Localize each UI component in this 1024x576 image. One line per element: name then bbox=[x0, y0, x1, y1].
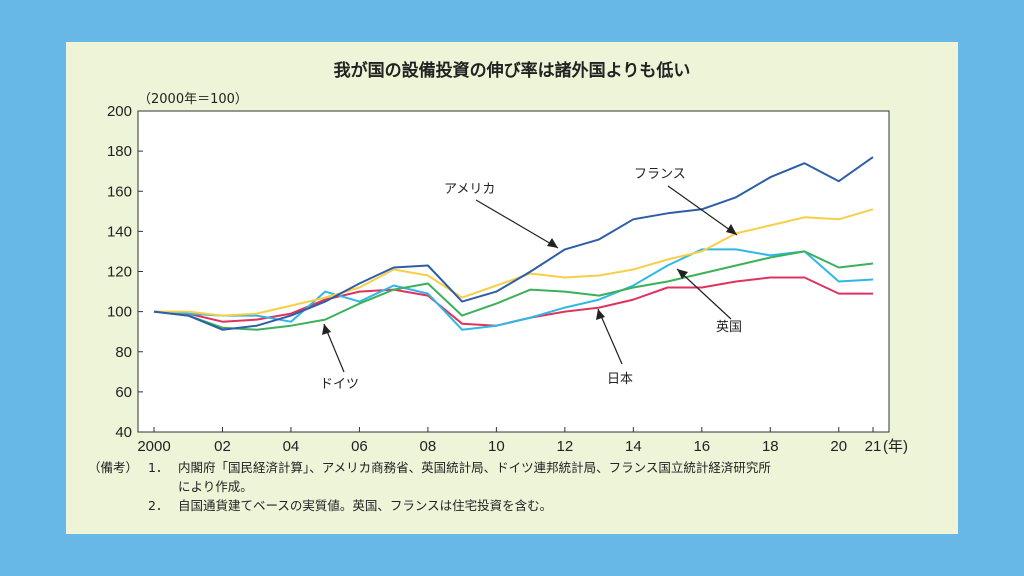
note-row-1: （備考） 1． 内閣府「国民経済計算」、アメリカ商務省、英国統計局、ドイツ連邦統計局… bbox=[88, 458, 771, 477]
arrowhead-uk bbox=[677, 269, 688, 279]
note-text-continued: により作成。 bbox=[178, 479, 253, 494]
x-unit-label: (年) bbox=[883, 438, 908, 455]
note-number: 2． bbox=[148, 498, 169, 513]
x-tick-label: 04 bbox=[283, 438, 300, 455]
y-tick-label: 40 bbox=[115, 424, 132, 441]
arrowhead-france bbox=[726, 224, 737, 235]
y-unit-label: （2000年＝100） bbox=[138, 92, 248, 107]
series-line-2 bbox=[153, 250, 874, 331]
x-axis: 2000 02 04 06 08 10 12 14 16 18 20 21 (年) bbox=[137, 427, 908, 455]
x-tick-label: 06 bbox=[351, 438, 368, 455]
note-row-1-cont: により作成。 bbox=[88, 477, 771, 496]
label-germany: ドイツ bbox=[320, 377, 359, 392]
y-tick-label: 120 bbox=[107, 264, 132, 281]
arrowhead-germany bbox=[322, 324, 331, 335]
pointer-america bbox=[475, 199, 559, 249]
y-tick-label: 100 bbox=[107, 304, 132, 321]
y-tick-label: 160 bbox=[107, 183, 132, 200]
note-row-2: 2． 自国通貨建てベースの実質値。英国、フランスは住宅投資を含む。 bbox=[88, 496, 771, 515]
x-tick-label: 20 bbox=[830, 438, 847, 455]
chart-panel: 我が国の設備投資の伸び率は諸外国よりも低い （2000年＝100） 40 60 80… bbox=[66, 42, 958, 534]
y-tick-label: 200 bbox=[107, 103, 132, 120]
x-tick-label: 14 bbox=[625, 438, 642, 455]
x-tick-label: 02 bbox=[214, 438, 231, 455]
series-lines bbox=[153, 156, 874, 331]
series-line-0 bbox=[153, 156, 874, 331]
note-text: 自国通貨建てベースの実質値。英国、フランスは住宅投資を含む。 bbox=[178, 498, 553, 513]
pointer-uk bbox=[676, 268, 732, 320]
x-tick-label: 08 bbox=[420, 438, 437, 455]
y-axis: 40 60 80 100 120 140 160 180 200 bbox=[107, 103, 143, 441]
series-line-3 bbox=[153, 248, 874, 331]
x-tick-label: 16 bbox=[693, 438, 710, 455]
y-tick-label: 180 bbox=[107, 143, 132, 160]
y-tick-label: 140 bbox=[107, 223, 132, 240]
x-tick-label: 2000 bbox=[137, 438, 170, 455]
series-annotations: アメリカ フランス 英国 日本 ドイツ bbox=[320, 167, 742, 392]
x-tick-label: 18 bbox=[762, 438, 779, 455]
chart-svg: 40 60 80 100 120 140 160 180 200 2000 02 04 06 08 10 1… bbox=[107, 103, 908, 455]
y-tick-label: 60 bbox=[115, 384, 132, 401]
y-tick-label: 80 bbox=[115, 344, 132, 361]
label-america: アメリカ bbox=[444, 182, 495, 197]
arrowhead-america bbox=[547, 238, 558, 248]
series-line-1 bbox=[154, 208, 874, 317]
note-text: 内閣府「国民経済計算」、アメリカ商務省、英国統計局、ドイツ連邦統計局、フランス国… bbox=[178, 460, 771, 475]
chart-title: 我が国の設備投資の伸び率は諸外国よりも低い bbox=[333, 61, 691, 81]
note-number: 1． bbox=[148, 460, 169, 475]
x-tick-label: 12 bbox=[557, 438, 574, 455]
arrowhead-japan bbox=[596, 309, 605, 320]
chart-notes: （備考） 1． 内閣府「国民経済計算」、アメリカ商務省、英国統計局、ドイツ連邦統計局… bbox=[88, 458, 771, 515]
x-tick-label: 21 bbox=[865, 438, 882, 455]
label-uk: 英国 bbox=[716, 320, 742, 335]
x-tick-label: 10 bbox=[488, 438, 505, 455]
label-japan: 日本 bbox=[607, 372, 633, 387]
plot-frame bbox=[137, 110, 890, 433]
notes-head: （備考） bbox=[88, 460, 139, 475]
pointer-france bbox=[667, 185, 738, 236]
label-france: フランス bbox=[634, 167, 686, 182]
pointer-japan bbox=[597, 308, 623, 365]
